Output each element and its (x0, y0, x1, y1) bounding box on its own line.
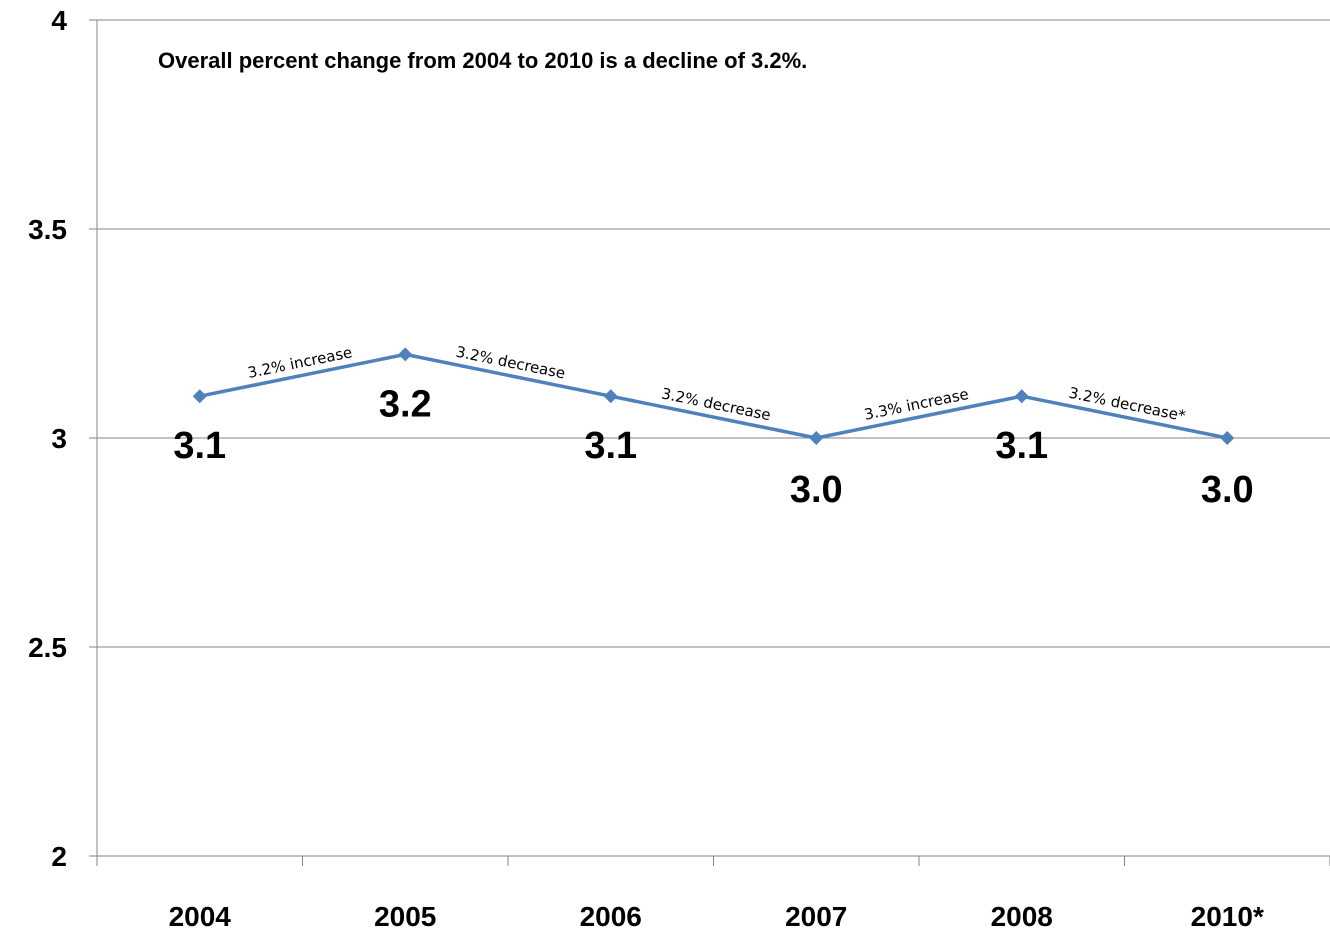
y-tick-label: 3 (51, 423, 67, 454)
axes: 2 2.5 3 3.5 4 2004 2005 2006 2007 2008 2010* (28, 5, 1330, 932)
chart-annotation: Overall percent change from 2004 to 2010… (158, 48, 807, 73)
gridlines (97, 19, 1330, 648)
data-point-marker (603, 389, 618, 404)
data-point-marker (1220, 431, 1235, 445)
data-point-marker (809, 431, 824, 445)
series (192, 347, 1235, 445)
x-tick-label: 2010* (1191, 901, 1264, 932)
x-tick-label: 2006 (580, 901, 642, 932)
data-label: 3.1 (173, 425, 226, 467)
y-tick-label: 2.5 (28, 632, 67, 663)
data-label: 3.2 (379, 383, 432, 425)
data-label: 3.1 (584, 425, 637, 467)
data-label: 3.0 (790, 469, 843, 511)
x-tick-label: 2008 (991, 901, 1053, 932)
series-line (199, 352, 1228, 440)
y-tick-label: 2 (51, 841, 67, 872)
data-label: 3.0 (1201, 469, 1254, 511)
x-tick-label: 2004 (169, 901, 232, 932)
data-label: 3.1 (995, 425, 1048, 467)
data-point-marker (192, 389, 207, 404)
x-tick-label: 2007 (785, 901, 847, 932)
data-point-marker (1014, 389, 1029, 404)
x-tick-label: 2005 (374, 901, 436, 932)
y-tick-label: 3.5 (28, 214, 67, 245)
y-tick-label: 4 (51, 5, 67, 36)
data-point-marker (398, 347, 413, 362)
